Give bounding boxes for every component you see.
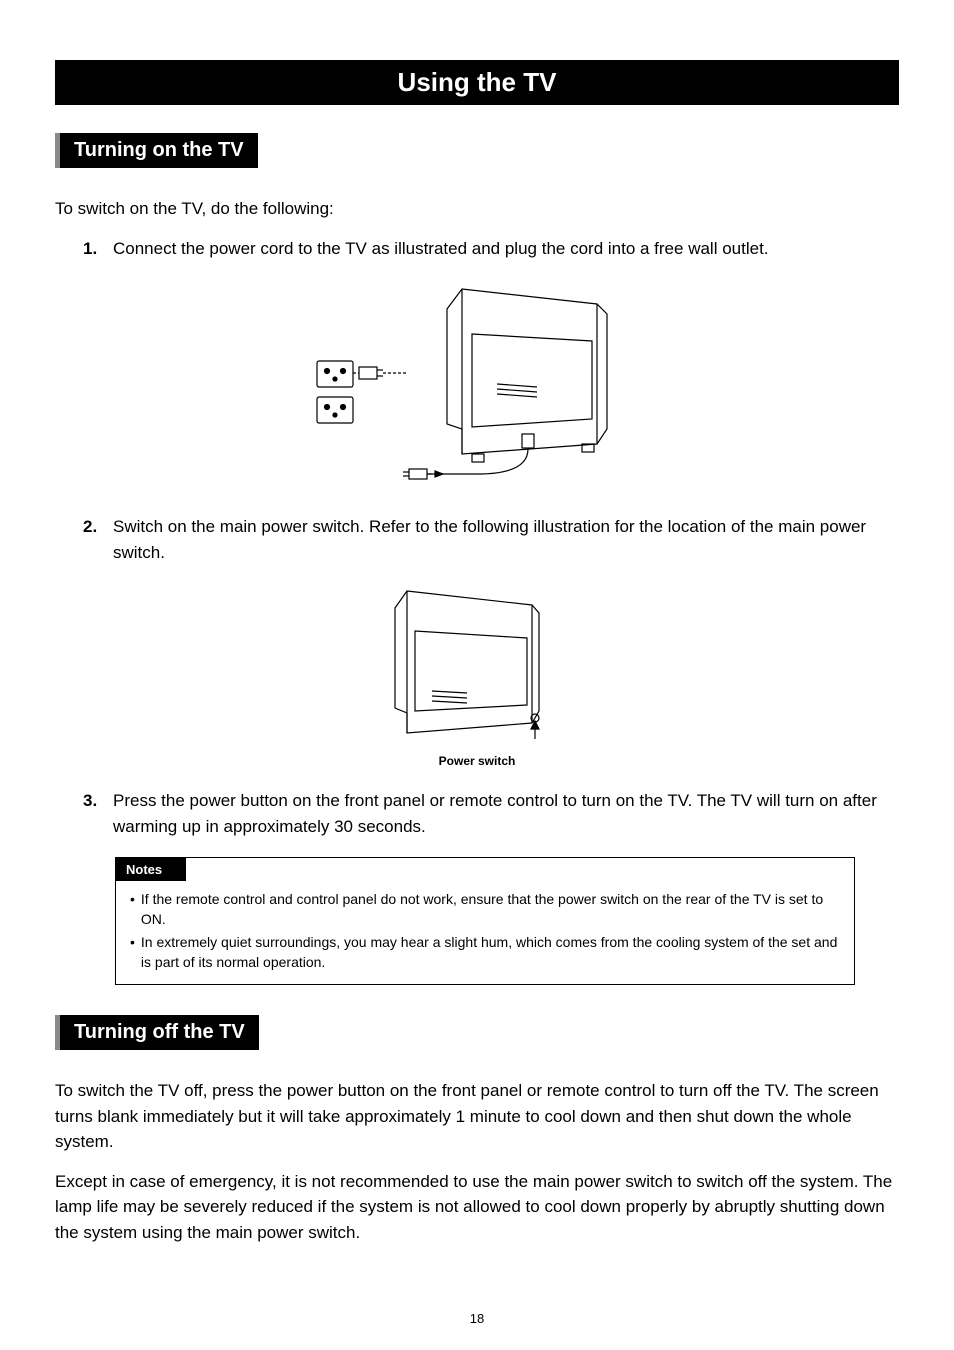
notes-header: Notes <box>116 858 186 881</box>
step-number: 3. <box>83 788 107 839</box>
list-item: 1. Connect the power cord to the TV as i… <box>83 236 899 262</box>
bullet-icon: • <box>130 889 135 930</box>
section-on-title: Turning on the TV <box>55 133 258 168</box>
section-on-intro: To switch on the TV, do the following: <box>55 196 899 222</box>
steps-list: 1. Connect the power cord to the TV as i… <box>83 236 899 262</box>
notes-body: • If the remote control and control pane… <box>116 881 854 984</box>
note-text: If the remote control and control panel … <box>141 889 840 930</box>
list-item: • If the remote control and control pane… <box>130 889 840 930</box>
step-text: Connect the power cord to the TV as illu… <box>113 236 899 262</box>
list-item: • In extremely quiet surroundings, you m… <box>130 932 840 973</box>
steps-list: 3. Press the power button on the front p… <box>83 788 899 839</box>
notes-box: Notes • If the remote control and contro… <box>115 857 855 985</box>
step-text: Switch on the main power switch. Refer t… <box>113 514 899 565</box>
step-number: 2. <box>83 514 107 565</box>
page-number: 18 <box>0 1311 954 1326</box>
step-number: 1. <box>83 236 107 262</box>
page-title: Using the TV <box>55 60 899 105</box>
tv-power-switch-diagram <box>377 583 577 743</box>
list-item: 3. Press the power button on the front p… <box>83 788 899 839</box>
tv-power-cord-diagram <box>297 279 657 489</box>
steps-list: 2. Switch on the main power switch. Refe… <box>83 514 899 565</box>
step-text: Press the power button on the front pane… <box>113 788 899 839</box>
note-text: In extremely quiet surroundings, you may… <box>141 932 840 973</box>
figure-power-switch: Power switch <box>55 583 899 768</box>
figure-power-cord <box>55 279 899 494</box>
section-off-para1: To switch the TV off, press the power bu… <box>55 1078 899 1155</box>
section-off-title: Turning off the TV <box>55 1015 259 1050</box>
list-item: 2. Switch on the main power switch. Refe… <box>83 514 899 565</box>
bullet-icon: • <box>130 932 135 973</box>
section-off-para2: Except in case of emergency, it is not r… <box>55 1169 899 1246</box>
document-page: Using the TV Turning on the TV To switch… <box>0 0 954 1350</box>
figure-caption: Power switch <box>55 754 899 768</box>
